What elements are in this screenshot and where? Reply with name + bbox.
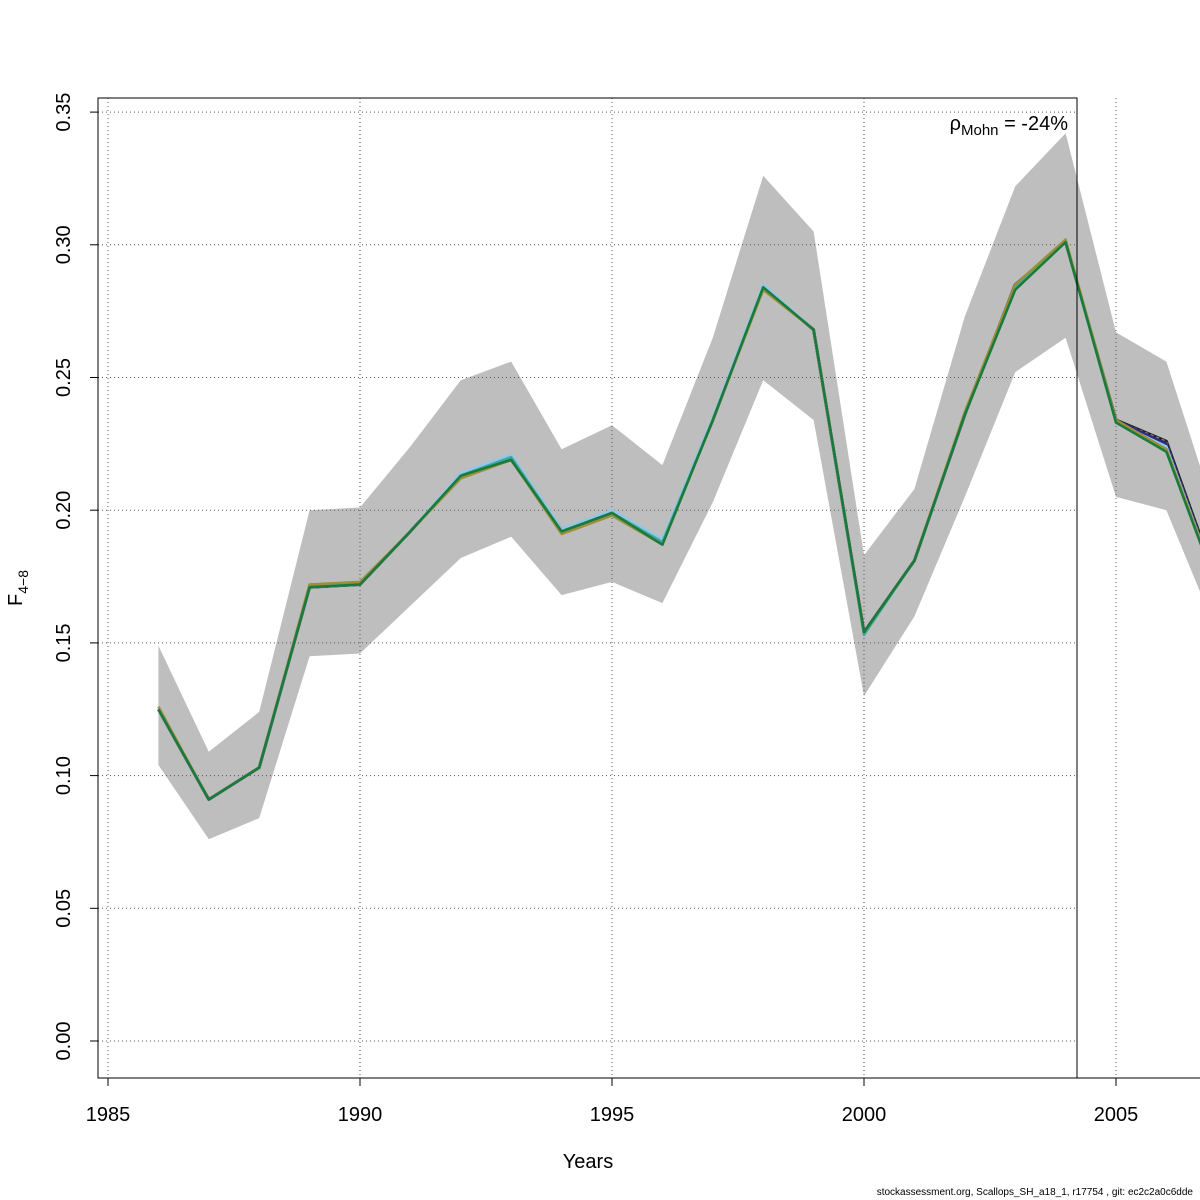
confidence-band-layer bbox=[158, 133, 1200, 840]
x-tick-label-2000: 2000 bbox=[842, 1104, 887, 1126]
y-tick-label-0.05: 0.05 bbox=[53, 889, 75, 928]
series-line-5 bbox=[157, 240, 1200, 801]
rho-value: = -24% bbox=[999, 113, 1069, 135]
series-layer bbox=[157, 238, 1200, 801]
confidence-band bbox=[158, 133, 1200, 840]
y-tick-label-0.30: 0.30 bbox=[53, 225, 75, 264]
y-tick-label-0.00: 0.00 bbox=[53, 1022, 75, 1061]
x-tick-label-1990: 1990 bbox=[338, 1104, 383, 1126]
x-axis-title: Years bbox=[563, 1151, 613, 1173]
grid-layer bbox=[98, 98, 1117, 1078]
y-axis-title-subscript: 4−8 bbox=[15, 570, 31, 594]
y-axis-title-main: F bbox=[5, 594, 27, 606]
rho-subscript: Mohn bbox=[961, 122, 999, 139]
y-tick-label-0.35: 0.35 bbox=[53, 93, 75, 132]
mohn-rho-annotation: ρMohn = -24% bbox=[950, 113, 1069, 139]
x-tick-label-1985: 1985 bbox=[86, 1104, 131, 1126]
footer-credit: stockassessment.org, Scallops_SH_a18_1, … bbox=[877, 1187, 1194, 1198]
axis-layer: 198519901995200020052010201520200.000.05… bbox=[53, 93, 1200, 1126]
y-tick-label-0.25: 0.25 bbox=[53, 358, 75, 397]
x-tick-label-2005: 2005 bbox=[1094, 1104, 1139, 1126]
y-tick-label-0.15: 0.15 bbox=[53, 623, 75, 662]
y-tick-label-0.20: 0.20 bbox=[53, 491, 75, 530]
y-tick-label-0.10: 0.10 bbox=[53, 756, 75, 795]
x-tick-label-1995: 1995 bbox=[590, 1104, 635, 1126]
y-axis-title: F4−8 bbox=[5, 570, 31, 606]
rho-symbol: ρ bbox=[950, 113, 961, 135]
